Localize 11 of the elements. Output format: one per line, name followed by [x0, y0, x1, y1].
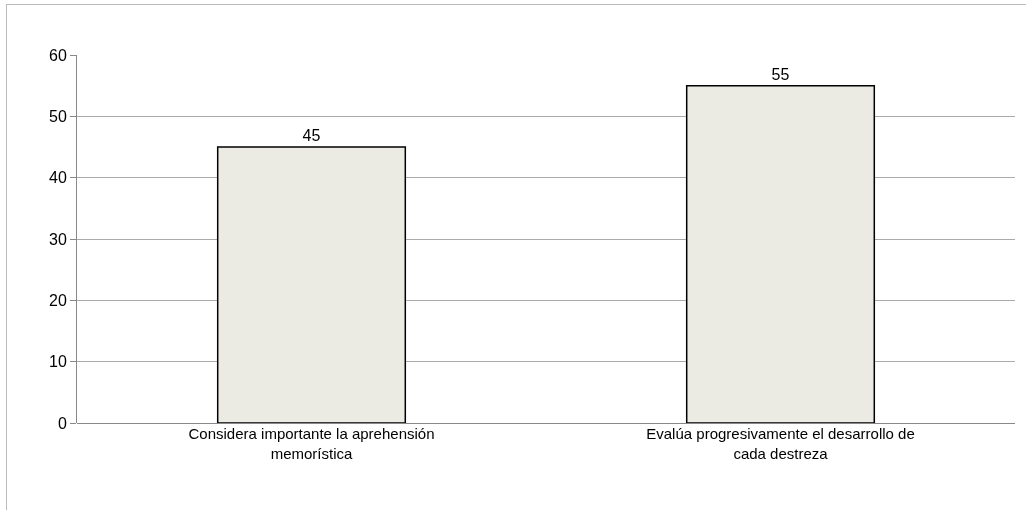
data-label: 45 [302, 127, 321, 144]
y-tick-label: 50 [49, 107, 67, 125]
y-tick-label: 40 [49, 169, 67, 187]
y-tick-label: 20 [49, 291, 67, 309]
y-tick-label: 0 [57, 414, 67, 432]
y-tick-label: 30 [49, 230, 67, 248]
data-label: 55 [771, 65, 790, 83]
y-tick-label: 60 [49, 46, 67, 64]
x-tick-label: Considera importante la aprehensión memorística [188, 425, 435, 462]
x-tick-label: Evalúa progresivamente el desarrollo de cada destreza [646, 425, 915, 462]
y-tick-label: 10 [49, 353, 67, 371]
